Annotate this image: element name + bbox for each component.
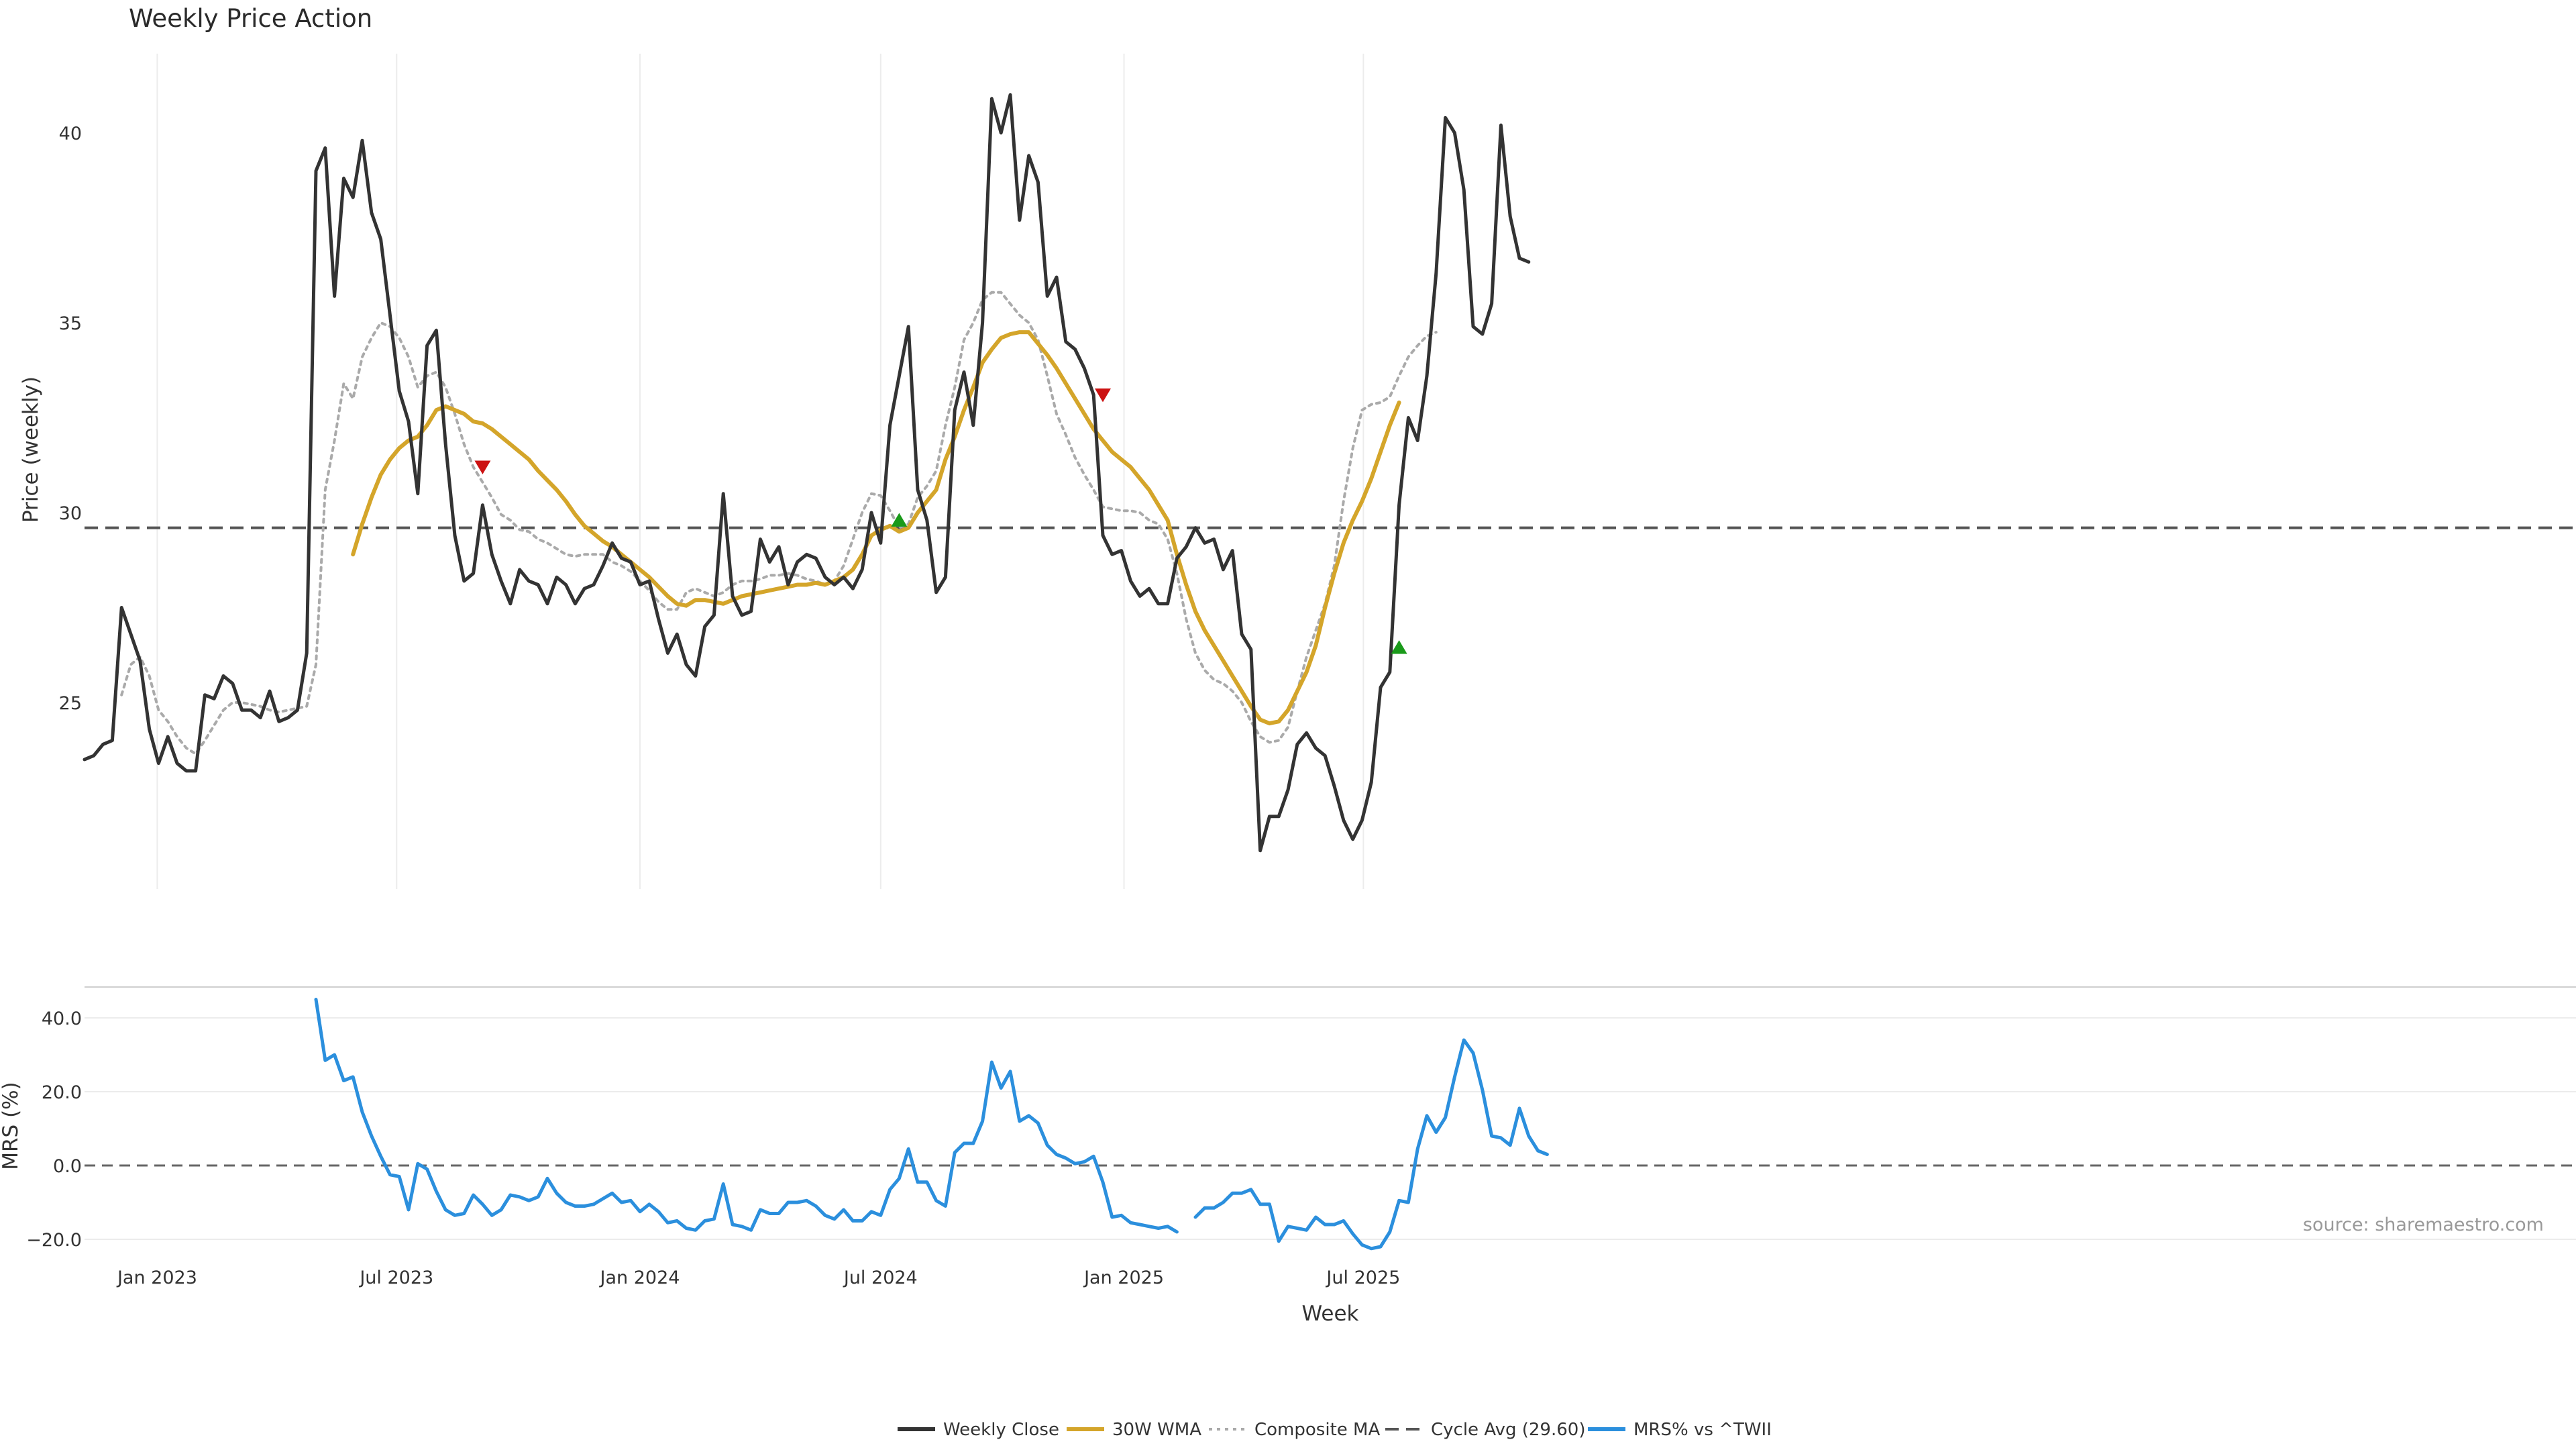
sell-signal-marker: [474, 460, 491, 474]
x-tick-label: Jul 2025: [1325, 1267, 1400, 1288]
x-axis-ticks: Jan 2023 Jul 2023 Jan 2024 Jul 2024 Jan 2025…: [116, 1267, 1400, 1288]
signal-markers: [474, 388, 1407, 654]
legend-label: Composite MA: [1254, 1420, 1380, 1440]
x-tick-label: Jan 2024: [599, 1267, 680, 1288]
weekly-close-line: [83, 93, 1531, 853]
mrs-y-tick-label: −20.0: [26, 1230, 82, 1251]
source-note: source: sharemaestro.com: [2303, 1214, 2544, 1235]
mrs-y-axis-label: MRS (%): [0, 1082, 23, 1170]
x-tick-label: Jul 2024: [843, 1267, 918, 1288]
price-y-ticks: 25 30 35 40: [59, 123, 82, 714]
legend-item: Cycle Avg (29.60): [1385, 1420, 1585, 1440]
mrs-line: [314, 998, 1549, 1251]
legend-label: MRS% vs ^TWII: [1633, 1420, 1772, 1440]
x-tick-label: Jan 2025: [1083, 1267, 1164, 1288]
price-y-tick-label: 30: [59, 503, 82, 524]
chart-title: Weekly Price Action: [129, 4, 372, 33]
legend-item: Weekly Close: [898, 1420, 1059, 1440]
x-axis-label: Week: [1302, 1302, 1359, 1326]
legend-item: 30W WMA: [1067, 1420, 1201, 1440]
mrs-y-tick-label: 40.0: [42, 1008, 82, 1029]
price-y-axis-label: Price (weekly): [19, 376, 43, 523]
buy-signal-marker: [891, 513, 908, 527]
vertical-grid: [156, 54, 1364, 889]
legend-item: MRS% vs ^TWII: [1588, 1420, 1772, 1440]
price-y-tick-label: 25: [59, 693, 82, 714]
legend-item: Composite MA: [1209, 1420, 1380, 1440]
mrs-panel: 40.0 20.0 0.0 −20.0: [26, 986, 2576, 1251]
price-y-tick-label: 35: [59, 313, 82, 334]
legend-label: Weekly Close: [943, 1420, 1059, 1440]
mrs-y-tick-label: 20.0: [42, 1082, 82, 1103]
mrs-series-group: [314, 998, 1549, 1251]
mrs-horizontal-grid: [85, 1017, 2576, 1240]
composite-ma-line: [120, 291, 1438, 756]
legend-label: Cycle Avg (29.60): [1431, 1420, 1585, 1440]
sell-signal-marker: [1095, 388, 1111, 403]
chart-legend: Weekly Close 30W WMA Composite MA Cycle Avg…: [898, 1420, 1772, 1440]
x-tick-label: Jul 2023: [358, 1267, 433, 1288]
mrs-y-ticks: 40.0 20.0 0.0 −20.0: [26, 1008, 82, 1251]
price-series-group: [83, 93, 1531, 853]
buy-signal-marker: [1391, 640, 1407, 654]
legend-label: 30W WMA: [1112, 1420, 1201, 1440]
price-y-tick-label: 40: [59, 123, 82, 144]
price-panel: 25 30 35 40: [59, 93, 2576, 853]
mrs-y-tick-label: 0.0: [53, 1156, 82, 1177]
x-tick-label: Jan 2023: [116, 1267, 197, 1288]
